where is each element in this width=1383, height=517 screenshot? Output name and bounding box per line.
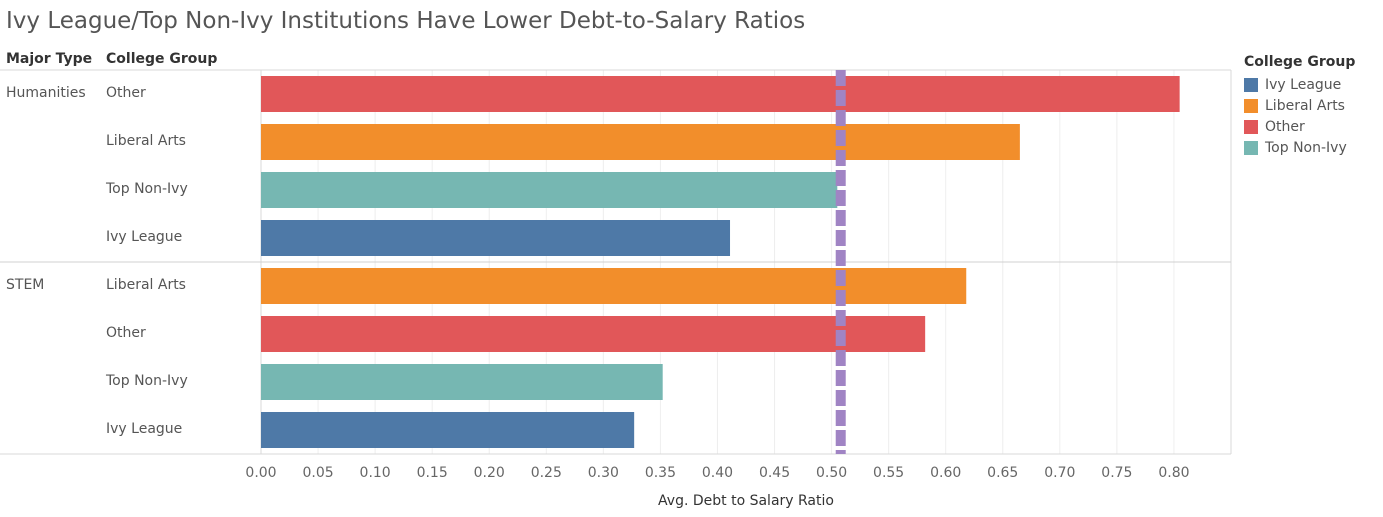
x-tick-label: 0.30 [588,465,619,481]
legend-label: Top Non-Ivy [1265,139,1347,156]
legend-item-other[interactable]: Other [1244,116,1355,137]
x-tick-label: 0.05 [302,465,333,481]
bar [261,76,1180,112]
x-tick-label: 0.35 [645,465,676,481]
legend-label: Other [1265,118,1305,135]
x-tick-label: 0.45 [759,465,790,481]
college-group-label: Liberal Arts [106,133,186,149]
header-college-group: College Group [106,51,218,67]
x-tick-label: 0.80 [1158,465,1189,481]
x-tick-label: 0.10 [360,465,391,481]
legend-swatch [1244,77,1258,92]
college-group-label: Other [106,85,146,101]
x-tick-label: 0.20 [474,465,505,481]
x-tick-label: 0.60 [930,465,961,481]
x-tick-label: 0.70 [1044,465,1075,481]
legend-title: College Group [1244,54,1356,70]
x-tick-label: 0.55 [873,465,904,481]
x-tick-label: 0.50 [816,465,847,481]
bar [261,172,838,208]
x-tick-label: 0.65 [987,465,1018,481]
legend-label: Ivy League [1265,76,1342,93]
chart-title: Ivy League/Top Non-Ivy Institutions Have… [6,8,806,34]
legend-swatch [1244,140,1258,155]
x-tick-label: 0.15 [417,465,448,481]
bar [261,316,926,352]
legend-swatch [1244,119,1258,134]
college-group-label: Top Non-Ivy [106,181,188,197]
legend-item-liberal-arts[interactable]: Liberal Arts [1244,95,1355,116]
legend-item-top-non-ivy[interactable]: Top Non-Ivy [1244,137,1355,158]
bar [261,124,1020,160]
bar [261,412,635,448]
major-type-label: STEM [6,277,45,293]
college-group-label: Ivy League [106,229,183,245]
college-group-label: Liberal Arts [106,277,186,293]
college-group-label: Ivy League [106,421,183,437]
college-group-label: Other [106,325,146,341]
x-axis-title: Avg. Debt to Salary Ratio [658,493,834,509]
legend-label: Liberal Arts [1265,97,1345,114]
major-type-label: Humanities [6,85,86,101]
x-tick-label: 0.40 [702,465,733,481]
college-group-label: Top Non-Ivy [106,373,188,389]
bar [261,220,731,256]
legend-swatch [1244,98,1258,113]
bar [261,364,663,400]
x-tick-label: 0.00 [245,465,276,481]
x-tick-label: 0.25 [531,465,562,481]
legend-item-ivy-league[interactable]: Ivy League [1244,74,1355,95]
bar [261,268,967,304]
header-major-type: Major Type [6,51,93,67]
legend: College Group Ivy League Liberal Arts Ot… [1244,54,1355,158]
x-tick-label: 0.75 [1101,465,1132,481]
